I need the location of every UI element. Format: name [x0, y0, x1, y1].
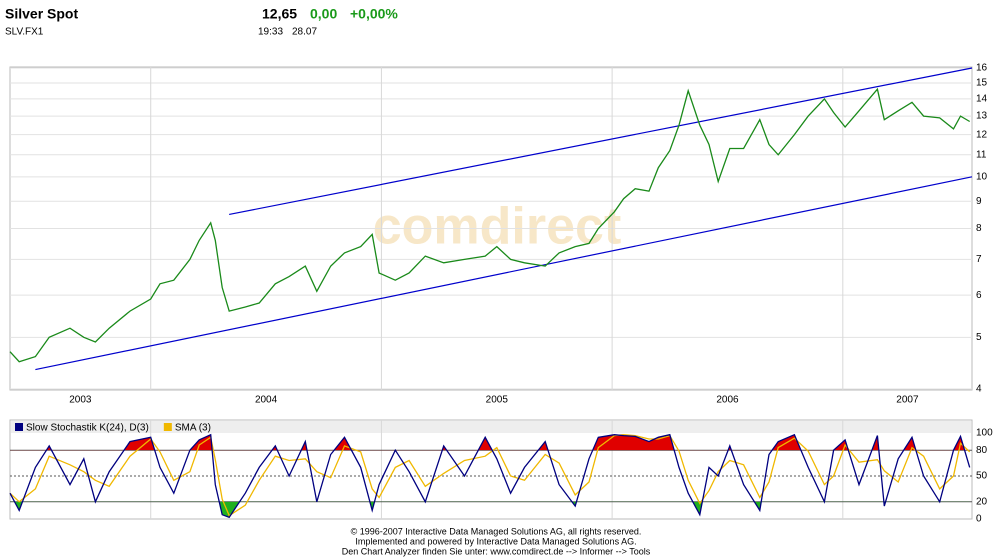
legend-label: Slow Stochastik K(24), D(3) [26, 423, 149, 434]
stochastic-panel [9, 419, 973, 520]
price: 12,65 [262, 6, 297, 22]
date: 28.07 [292, 27, 317, 38]
footer-line: Den Chart Analyzer finden Sie unter: www… [342, 546, 651, 556]
y-tick-label: 6 [976, 290, 982, 301]
footer-line: Implemented and powered by Interactive D… [355, 536, 636, 546]
x-tick-label: 2006 [716, 395, 739, 406]
footer-line: © 1996-2007 Interactive Data Managed Sol… [351, 526, 642, 536]
symbol: SLV.FX1 [5, 27, 44, 38]
change: 0,00 [310, 6, 337, 22]
y-tick-label: 50 [976, 471, 988, 482]
legend-swatch [163, 423, 172, 431]
y-tick-label: 5 [976, 332, 982, 343]
legend-swatch [15, 423, 23, 431]
y-tick-label: 14 [976, 94, 988, 105]
y-tick-label: 4 [976, 384, 982, 395]
y-tick-label: 80 [976, 445, 988, 456]
y-tick-label: 11 [976, 149, 987, 160]
stochastic-line [9, 434, 971, 517]
y-tick-label: 9 [976, 196, 982, 207]
y-tick-label: 0 [976, 514, 982, 525]
y-tick-label: 20 [976, 496, 988, 507]
trend-line [229, 67, 973, 216]
x-tick-label: 2004 [255, 395, 278, 406]
y-tick-label: 16 [976, 63, 988, 74]
legend-label: SMA (3) [175, 423, 211, 434]
instrument-name: Silver Spot [5, 6, 78, 22]
x-tick-label: 2003 [69, 395, 92, 406]
y-tick-label: 15 [976, 78, 988, 89]
time: 19:33 [258, 27, 283, 38]
stochastic-line [9, 433, 971, 519]
legend-strip [11, 421, 971, 433]
y-tick-label: 10 [976, 171, 988, 182]
y-tick-label: 13 [976, 111, 988, 122]
x-tick-label: 2007 [896, 395, 919, 406]
y-tick-label: 12 [976, 129, 988, 140]
price-line [9, 87, 971, 363]
x-tick-label: 2005 [486, 395, 509, 406]
y-tick-label: 8 [976, 223, 982, 234]
trend-line [35, 176, 973, 371]
y-tick-label: 7 [976, 254, 982, 265]
change-pct: +0,00% [350, 6, 398, 22]
y-tick-label: 100 [976, 428, 993, 439]
